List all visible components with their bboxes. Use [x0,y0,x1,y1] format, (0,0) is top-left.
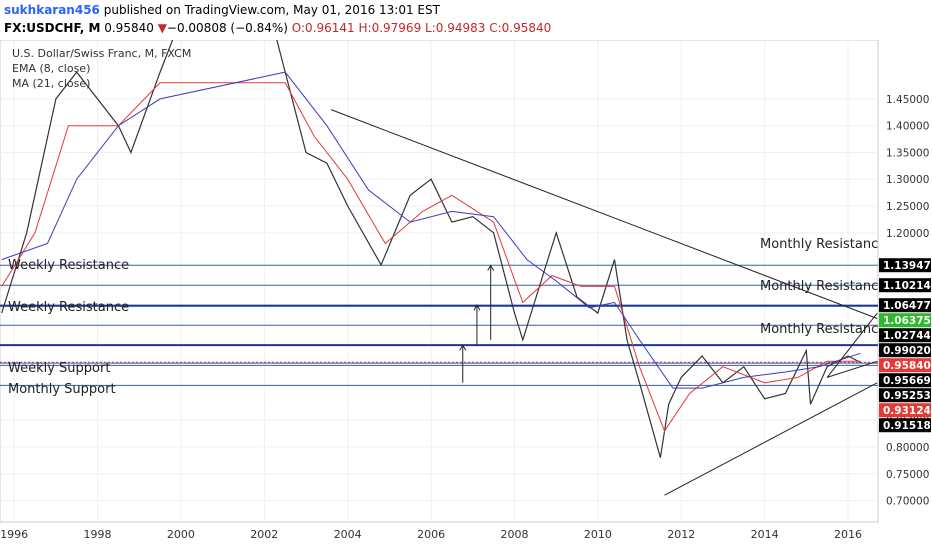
trendline [664,382,878,496]
y-tick-label: 1.20000 [886,228,929,240]
price-label: 1.06375 [883,315,931,327]
quote-line: FX:USDCHF, M 0.95840 ▼−0.00808 (−0.84%) … [4,21,551,35]
x-tick-label: 2000 [167,528,195,541]
symbol: FX:USDCHF, M [4,21,101,35]
price-badge [879,298,931,313]
open: O:0.96141 [291,21,355,35]
plot-area [0,40,879,523]
y-tick-label: 1.30000 [886,174,929,186]
y-tick-label: 1.45000 [886,94,929,106]
y-tick-label: 1.25000 [886,201,929,213]
y-tick-label: 1.35000 [886,147,929,159]
annotation: Monthly Resistance [760,322,886,337]
price-label: 1.02744 [883,330,931,342]
price-badge [879,313,931,328]
trendline [330,109,878,319]
annotation: Monthly Resistance [760,237,886,252]
annotation: Weekly Resistance [8,300,129,315]
price-badge [879,343,931,358]
change: −0.00808 (−0.84%) [166,21,288,35]
y-tick-label: 1.40000 [886,121,929,133]
legend-entry: EMA (8, close) [12,62,90,75]
annotation: Monthly Support [8,382,116,397]
trendline [826,312,878,378]
price-badge [879,278,931,293]
price-badge [879,373,931,388]
low: L:0.94983 [425,21,486,35]
annotation: Weekly Support [8,361,110,376]
price: 0.95840 [104,21,154,35]
price-badge [879,258,931,273]
series-line [1,40,861,458]
axes: 1996 1998 2000 2002 2004 2006 2008 2010 2012 2014… [0,94,931,541]
chart: Monthly Resistance Weekly Resistance Month… [0,40,931,541]
arrow: ▼ [157,21,167,35]
x-tick-label: 2006 [417,528,445,541]
price-label: 1.10214 [883,280,931,292]
x-tick-label: 2014 [751,528,779,541]
annotation: Weekly Resistance [8,258,129,273]
price-label: 0.93124 [883,405,931,417]
price-label: 0.91518 [883,420,931,432]
price-badge [879,328,931,343]
price-label: 1.06477 [883,300,931,312]
series-line [1,71,861,389]
price-label: 1.13947 [883,260,931,272]
y-tick-label: 0.70000 [886,496,929,508]
x-tick-label: 2012 [667,528,695,541]
annotation: Monthly Resistance [760,279,886,294]
price-badge [879,418,931,433]
x-tick-label: 1998 [84,528,112,541]
price-badge [879,388,931,403]
legend-entry: U.S. Dollar/Swiss Franc, M, FXCM [12,47,191,60]
x-tick-label: 1996 [0,528,28,541]
x-tick-label: 2004 [334,528,362,541]
legend-entry: MA (21, close) [12,77,90,90]
trendline [826,360,878,378]
price-label: 0.95253 [883,390,931,402]
y-tick-label: 0.75000 [886,469,929,481]
price-badge [879,358,931,373]
x-tick-label: 2010 [584,528,612,541]
close: C:0.95840 [489,21,552,35]
arrow-head [473,304,481,311]
high: H:0.97969 [358,21,422,35]
y-tick-label: 0.80000 [886,442,929,454]
price-label: 0.95669 [883,375,931,387]
x-tick-label: 2016 [834,528,862,541]
arrow-head [459,344,467,351]
user: sukhkaran456 [4,3,100,17]
series-line [1,82,861,433]
x-tick-label: 2002 [250,528,278,541]
arrow-head [487,264,495,271]
price-label: 0.95840 [883,360,931,372]
plot: Monthly Resistance Weekly Resistance Month… [0,40,886,522]
price-label: 0.99020 [883,345,931,357]
publish-line: sukhkaran456 published on TradingView.co… [4,3,440,17]
x-tick-label: 2008 [500,528,528,541]
price-badge [879,403,931,418]
published: published on TradingView.com, May 01, 20… [103,3,440,17]
